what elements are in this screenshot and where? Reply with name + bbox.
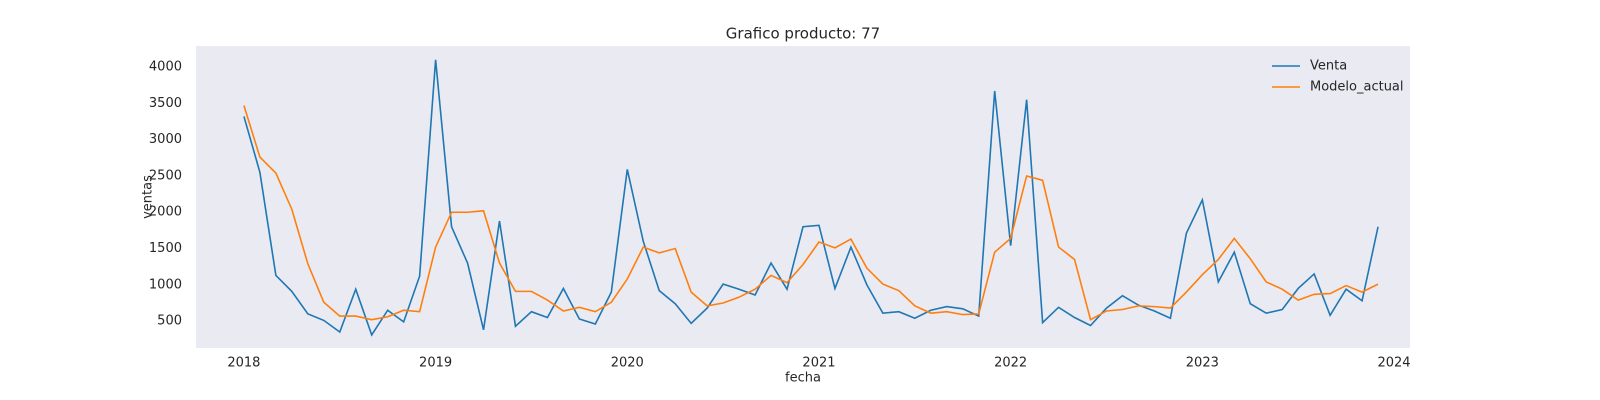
y-tick-label: 2000 <box>149 205 182 220</box>
x-tick-label: 2022 <box>994 356 1027 371</box>
x-axis-label: fecha <box>785 371 821 386</box>
line-series <box>243 105 1379 321</box>
chart-title: Grafico producto: 77 <box>726 25 880 43</box>
y-tick-label: 3500 <box>149 96 182 111</box>
x-tick-label: 2018 <box>227 356 260 371</box>
y-tick-label: 500 <box>157 314 182 329</box>
x-tick-label: 2020 <box>611 356 644 371</box>
y-tick-label: 2500 <box>149 168 182 183</box>
y-tick-label: 1500 <box>149 241 182 256</box>
y-axis-label: ventas <box>141 175 156 219</box>
plot-area <box>196 46 1410 348</box>
y-tick-label: 4000 <box>149 60 182 75</box>
x-tick-label: 2023 <box>1186 356 1219 371</box>
x-tick-label: 2019 <box>419 356 452 371</box>
legend-label: Venta <box>1310 59 1347 74</box>
y-tick-label: 1000 <box>149 277 182 292</box>
y-tick-label: 3000 <box>149 132 182 147</box>
x-tick-label: 2024 <box>1377 356 1410 371</box>
x-tick-label: 2021 <box>802 356 835 371</box>
legend-label: Modelo_actual <box>1310 80 1404 95</box>
line-series <box>243 59 1379 337</box>
